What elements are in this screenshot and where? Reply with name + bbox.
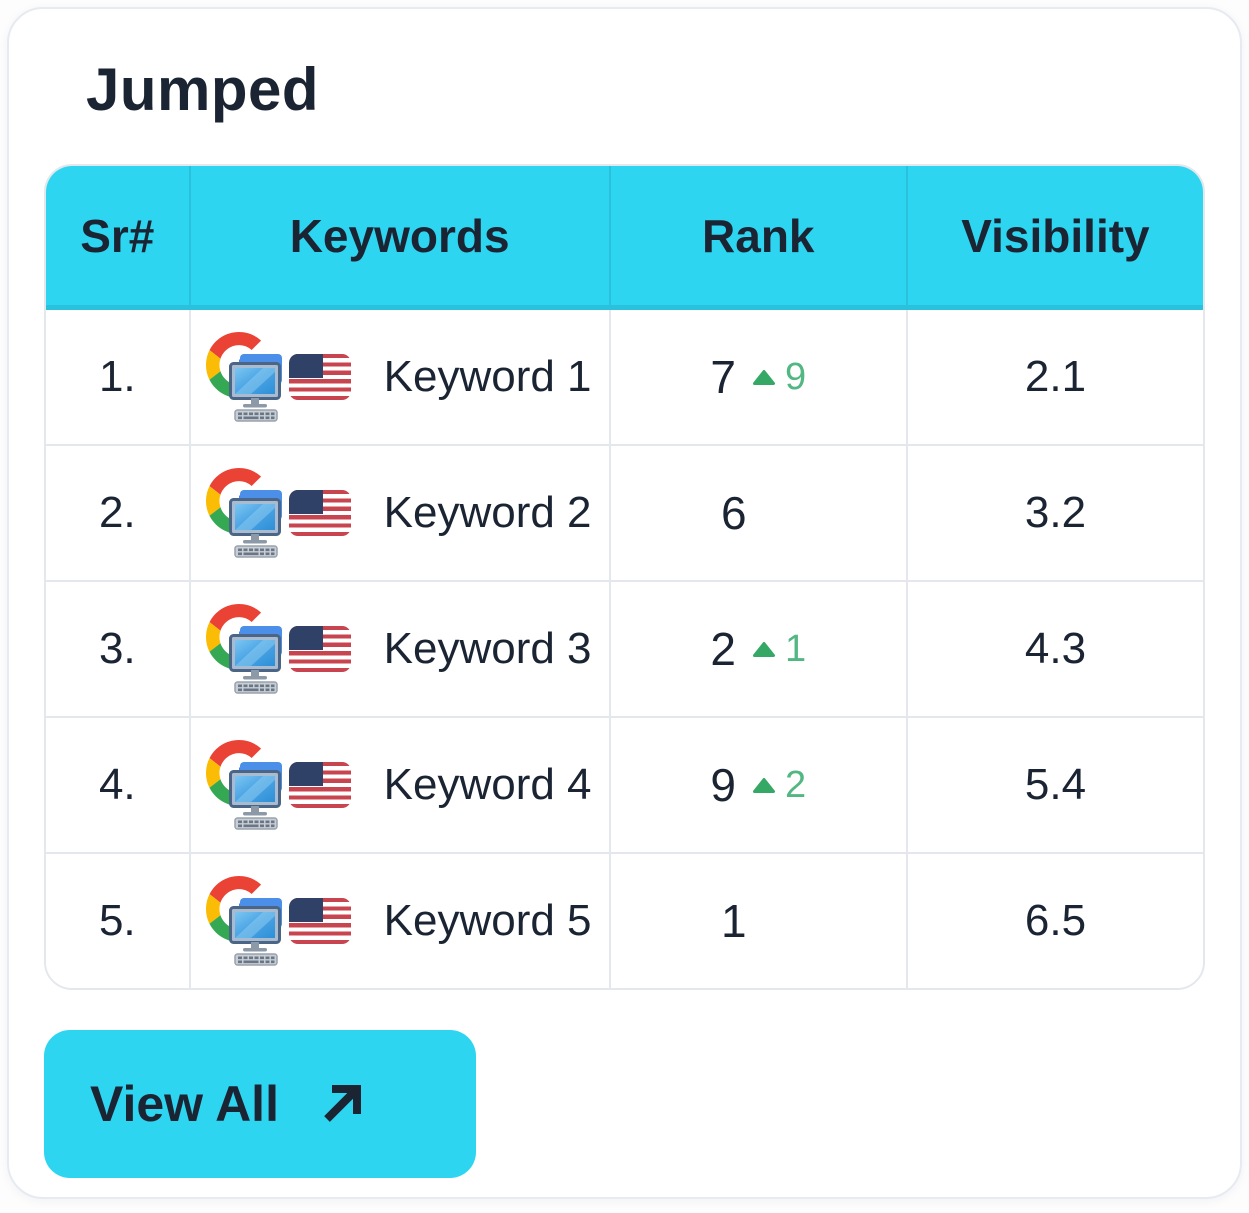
- visibility-cell: 4.3: [907, 580, 1203, 716]
- visibility-value: 4.3: [1024, 624, 1087, 673]
- keyword-cell: Keyword 1: [190, 310, 611, 444]
- table-row: 4.: [46, 716, 1203, 852]
- sr-value: 5.: [98, 896, 136, 945]
- rank-up-indicator: 1: [752, 628, 806, 671]
- sr-value: 1.: [98, 352, 136, 401]
- us-flag-icon: [288, 626, 351, 672]
- keywords-table-wrap: Sr# Keywords Rank Visibility 1.: [44, 164, 1205, 990]
- us-flag-icon: [288, 762, 351, 808]
- rank-cell: 2 1: [610, 580, 908, 716]
- keyword-label: Keyword 3: [383, 624, 592, 673]
- visibility-cell: 5.4: [907, 716, 1203, 852]
- sr-cell: 1.: [46, 310, 191, 444]
- google-desktop-icon: [205, 872, 284, 970]
- keywords-table: Sr# Keywords Rank Visibility 1.: [46, 166, 1203, 988]
- keyword-cell: Keyword 4: [190, 716, 611, 852]
- keyword-label: Keyword 5: [383, 896, 592, 945]
- rank-up-indicator: 9: [752, 356, 806, 399]
- sr-value: 2.: [98, 488, 136, 537]
- desktop-monitor-icon: [228, 898, 282, 966]
- rank-value: 1: [720, 895, 747, 947]
- keyword-cell: Keyword 3: [190, 580, 611, 716]
- column-header-sr: Sr#: [46, 166, 191, 310]
- keyword-cell: Keyword 2: [190, 444, 611, 580]
- rank-value: 2: [710, 623, 736, 675]
- sr-cell: 4.: [46, 716, 191, 852]
- view-all-label: View All: [90, 1076, 279, 1132]
- us-flag-icon: [288, 898, 351, 944]
- rank-cell: 6: [610, 444, 908, 580]
- rank-value: 6: [720, 487, 747, 539]
- column-header-keywords: Keywords: [190, 166, 611, 310]
- column-header-rank: Rank: [610, 166, 908, 310]
- rank-cell: 1: [610, 852, 908, 988]
- table-body: 1.: [46, 310, 1203, 988]
- sr-cell: 3.: [46, 580, 191, 716]
- sr-cell: 5.: [46, 852, 191, 988]
- google-desktop-icon: [205, 600, 284, 698]
- rank-cell: 7 9: [610, 310, 908, 444]
- table-row: 1.: [46, 310, 1203, 444]
- desktop-monitor-icon: [228, 354, 282, 422]
- table-row: 3.: [46, 580, 1203, 716]
- table-row: 2.: [46, 444, 1203, 580]
- rank-up-indicator: 2: [752, 764, 806, 807]
- visibility-cell: 6.5: [907, 852, 1203, 988]
- visibility-cell: 3.2: [907, 444, 1203, 580]
- table-header-row: Sr# Keywords Rank Visibility: [46, 166, 1203, 310]
- up-triangle-icon: [753, 641, 775, 657]
- visibility-cell: 2.1: [907, 310, 1203, 444]
- jumped-card: Jumped Sr# Keywords Rank Visibility 1.: [7, 7, 1242, 1199]
- desktop-monitor-icon: [228, 490, 282, 558]
- desktop-monitor-icon: [228, 762, 282, 830]
- rank-value: 7: [710, 351, 736, 403]
- rank-change-value: 2: [785, 763, 807, 806]
- keyword-label: Keyword 4: [383, 760, 592, 809]
- rank-cell: 9 2: [610, 716, 908, 852]
- google-desktop-icon: [205, 736, 284, 834]
- google-desktop-icon: [205, 328, 284, 426]
- arrow-up-right-icon: [324, 1085, 361, 1122]
- visibility-value: 5.4: [1024, 760, 1087, 809]
- keyword-cell: Keyword 5: [190, 852, 611, 988]
- us-flag-icon: [288, 354, 351, 400]
- card-title: Jumped: [86, 56, 320, 123]
- keyword-label: Keyword 2: [383, 488, 592, 537]
- view-all-button[interactable]: View All: [44, 1030, 476, 1178]
- rank-change-value: 9: [785, 355, 807, 398]
- keyword-label: Keyword 1: [383, 352, 592, 401]
- up-triangle-icon: [753, 777, 775, 793]
- visibility-value: 3.2: [1024, 488, 1087, 537]
- sr-cell: 2.: [46, 444, 191, 580]
- up-triangle-icon: [753, 369, 775, 385]
- rank-value: 9: [710, 759, 736, 811]
- visibility-value: 6.5: [1024, 896, 1087, 945]
- rank-change-value: 1: [785, 627, 807, 670]
- visibility-value: 2.1: [1024, 352, 1087, 401]
- us-flag-icon: [288, 490, 351, 536]
- sr-value: 4.: [98, 760, 136, 809]
- desktop-monitor-icon: [228, 626, 282, 694]
- google-desktop-icon: [205, 464, 284, 562]
- table-row: 5.: [46, 852, 1203, 988]
- column-header-visibility: Visibility: [907, 166, 1203, 310]
- sr-value: 3.: [98, 624, 136, 673]
